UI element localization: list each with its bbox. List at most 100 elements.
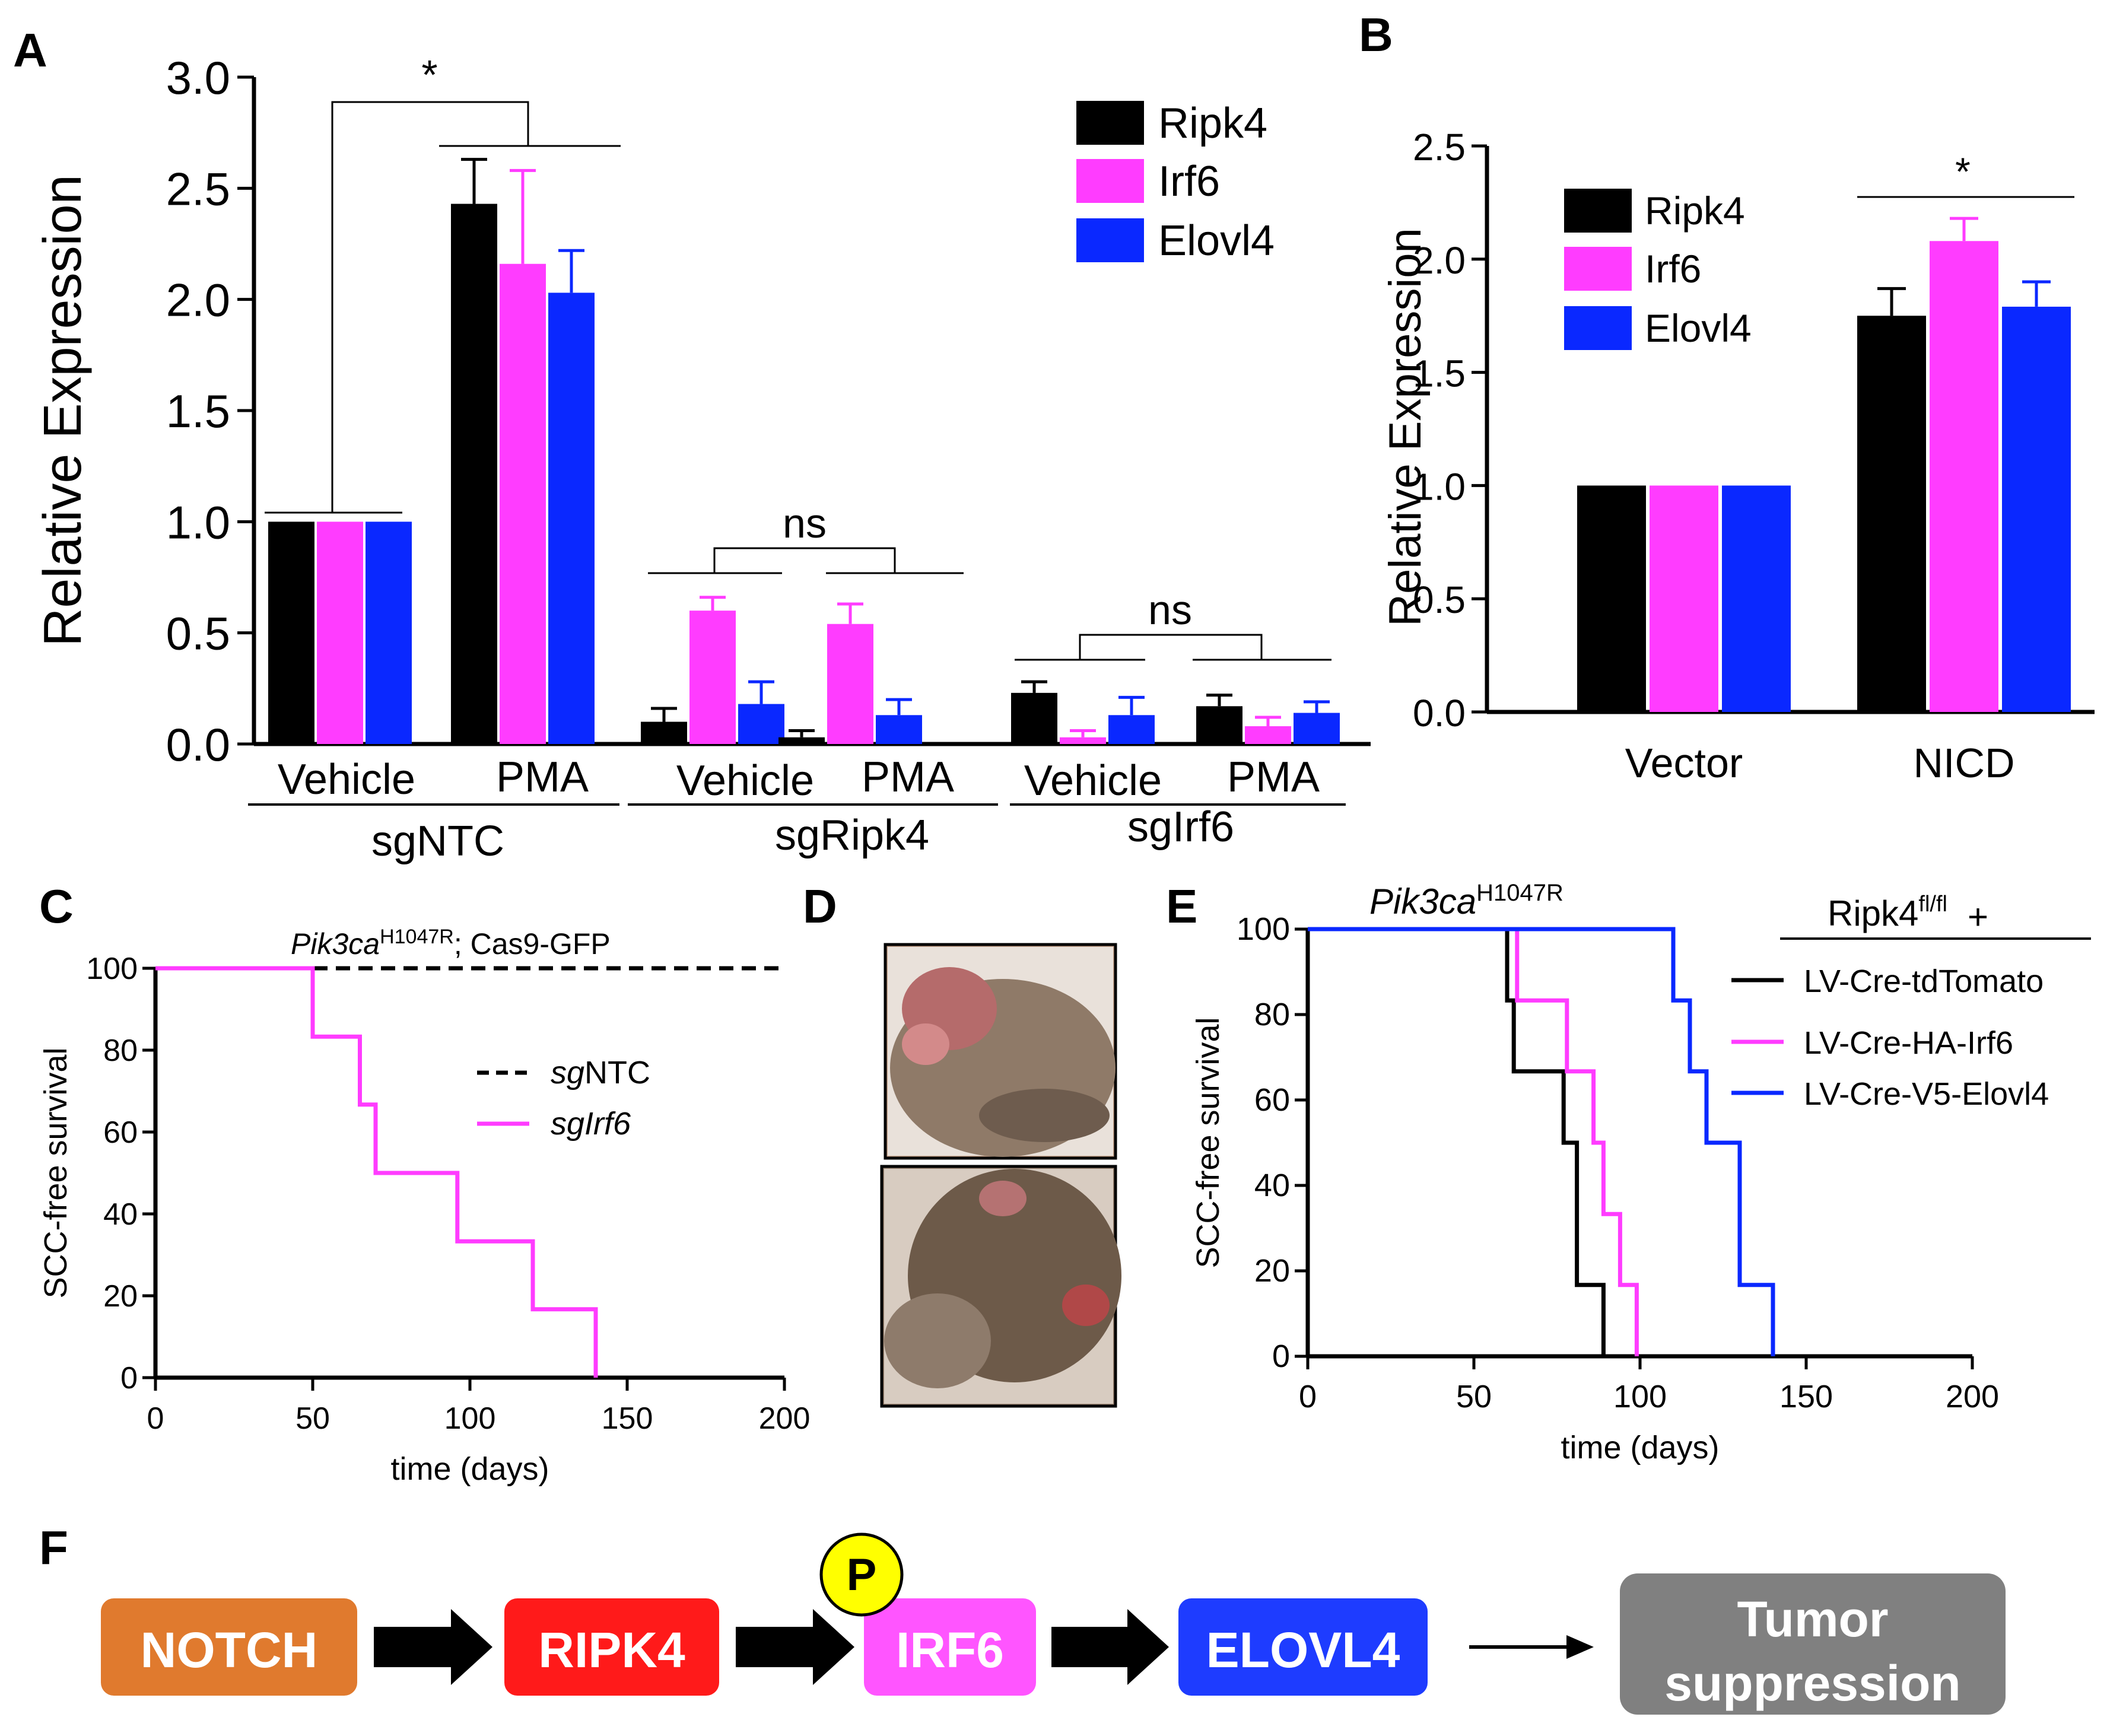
a-error-bar	[748, 680, 774, 704]
b-legend-swatch	[1564, 247, 1632, 291]
a-supergroup-label: sgIrf6	[1127, 803, 1234, 851]
e-title: Pik3caH1047R	[1369, 880, 1563, 921]
a-group-label: PMA	[862, 753, 954, 801]
a-bar	[268, 522, 314, 744]
e-legend-label: LV-Cre-HA-Irf6	[1804, 1025, 2013, 1061]
c-y-tick-label: 60	[103, 1115, 138, 1150]
a-bar	[366, 522, 412, 744]
panel-label-f: F	[39, 1521, 68, 1574]
a-group-label: Vehicle	[1024, 757, 1162, 805]
a-y-tick-label: 2.0	[166, 274, 230, 326]
c-y-tick-label: 40	[103, 1197, 138, 1232]
b-y-tick-label: 0.0	[1413, 692, 1466, 735]
a-group-label: PMA	[1227, 753, 1320, 801]
a-bar	[548, 292, 595, 745]
fat-arrow-2	[736, 1609, 854, 1685]
elovl4-box	[1178, 1598, 1428, 1696]
c-x-label: time (days)	[390, 1451, 549, 1487]
a-error-bar	[558, 249, 584, 293]
ripk4-label: RIPK4	[538, 1622, 685, 1678]
a-group-label: Vehicle	[278, 756, 415, 803]
a-legend-swatch	[1076, 159, 1144, 203]
a-error-bar	[1118, 695, 1145, 716]
e-x-tick-label: 150	[1779, 1379, 1833, 1414]
a-error-bar	[789, 729, 815, 737]
a-y-tick-label: 1.0	[166, 496, 230, 548]
panel-label-c: C	[39, 880, 74, 933]
a-error-bar	[886, 698, 912, 716]
a-bar	[1196, 706, 1242, 744]
c-x-tick-label: 0	[147, 1401, 164, 1436]
e-survival-line	[1308, 927, 1606, 1356]
a-y-tick-label: 0.0	[166, 718, 230, 771]
chart-c-survival: 0 20 40 60 80 100 0 50 100 150 200 time (days) SCC-f…	[38, 926, 810, 1487]
a-legend-label: Ripk4	[1158, 100, 1267, 147]
b-legend-label: Irf6	[1645, 247, 1701, 291]
c-y-label: SCC-free survival	[38, 1047, 74, 1298]
a-error-bar	[837, 602, 863, 624]
fat-arrow-3	[1051, 1609, 1169, 1685]
e-y-tick-label: 20	[1254, 1253, 1290, 1289]
c-y-tick-label: 20	[103, 1279, 138, 1314]
a-legend-label: Irf6	[1158, 158, 1220, 205]
a-error-bar	[1070, 729, 1096, 737]
a-error-bar	[1255, 716, 1281, 727]
a-bracket-1	[265, 101, 621, 514]
e-legend-header: Ripk4fl/fl +	[1828, 892, 1988, 937]
a-bar	[1294, 713, 1340, 744]
a-bar	[1108, 715, 1155, 744]
a-legend-swatch	[1076, 218, 1144, 262]
irf6-box	[864, 1598, 1036, 1696]
b-bar	[1930, 241, 1998, 713]
b-y-tick-label: 2.0	[1413, 239, 1466, 282]
b-error-bar	[1950, 217, 1978, 241]
b-bar	[2002, 306, 2071, 712]
tumor-label-line1: Tumor	[1737, 1591, 1888, 1647]
a-group-label: Vehicle	[676, 757, 814, 805]
a-error-bar	[1206, 694, 1232, 707]
e-y-tick-label: 80	[1254, 997, 1290, 1032]
b-y-label: Relative Expression	[1380, 228, 1431, 627]
b-group-label: Vector	[1625, 740, 1743, 786]
panel-label-d: D	[803, 880, 837, 933]
a-supergroup-label: sgNTC	[371, 818, 504, 865]
b-sig-label: *	[1955, 150, 1971, 193]
a-y-tick-label: 2.5	[166, 163, 230, 215]
phospho-circle	[819, 1532, 904, 1617]
a-bar	[451, 204, 497, 744]
b-legend-swatch	[1564, 189, 1632, 233]
e-legend-label: LV-Cre-V5-Elovl4	[1804, 1076, 2049, 1112]
b-y-tick-label: 0.5	[1413, 578, 1466, 621]
e-y-label: SCC-free survival	[1190, 1017, 1226, 1268]
c-x-tick-label: 200	[759, 1401, 811, 1436]
c-legend-label: sgNTC	[551, 1055, 650, 1090]
ripk4-box	[504, 1598, 719, 1696]
e-y-tick-label: 100	[1237, 911, 1290, 947]
a-legend-label: Elovl4	[1158, 217, 1275, 265]
b-legend-label: Ripk4	[1645, 189, 1745, 233]
mouse-photos	[880, 943, 1121, 1408]
b-bar	[1650, 485, 1718, 712]
e-survival-line	[1308, 927, 1639, 1356]
panel-label-e: E	[1166, 880, 1197, 933]
a-error-bar	[700, 596, 726, 611]
a-bar	[827, 624, 873, 744]
phospho-label: P	[847, 1550, 877, 1600]
e-y-tick-label: 60	[1254, 1082, 1290, 1118]
e-survival-line	[1308, 927, 1775, 1356]
e-x-tick-label: 200	[1946, 1379, 1999, 1414]
tumor-label-line2: suppression	[1664, 1655, 1960, 1711]
a-bar	[500, 263, 546, 745]
a-y-label: Relative Expression	[33, 174, 93, 646]
a-bar	[1011, 692, 1057, 744]
c-x-tick-label: 150	[602, 1401, 653, 1436]
b-legend-label: Elovl4	[1645, 306, 1752, 350]
b-y-tick-label: 2.5	[1413, 126, 1466, 168]
b-legend-swatch	[1564, 306, 1632, 350]
a-y-tick-label: 1.5	[166, 385, 230, 437]
b-error-bar	[2022, 280, 2051, 307]
chart-e-survival: 0 20 40 60 80 100 0 50 100 150 200 time (days) SCC-f…	[1190, 880, 2091, 1465]
b-y-tick-label: 1.5	[1413, 352, 1466, 395]
a-group-label: PMA	[496, 753, 589, 801]
